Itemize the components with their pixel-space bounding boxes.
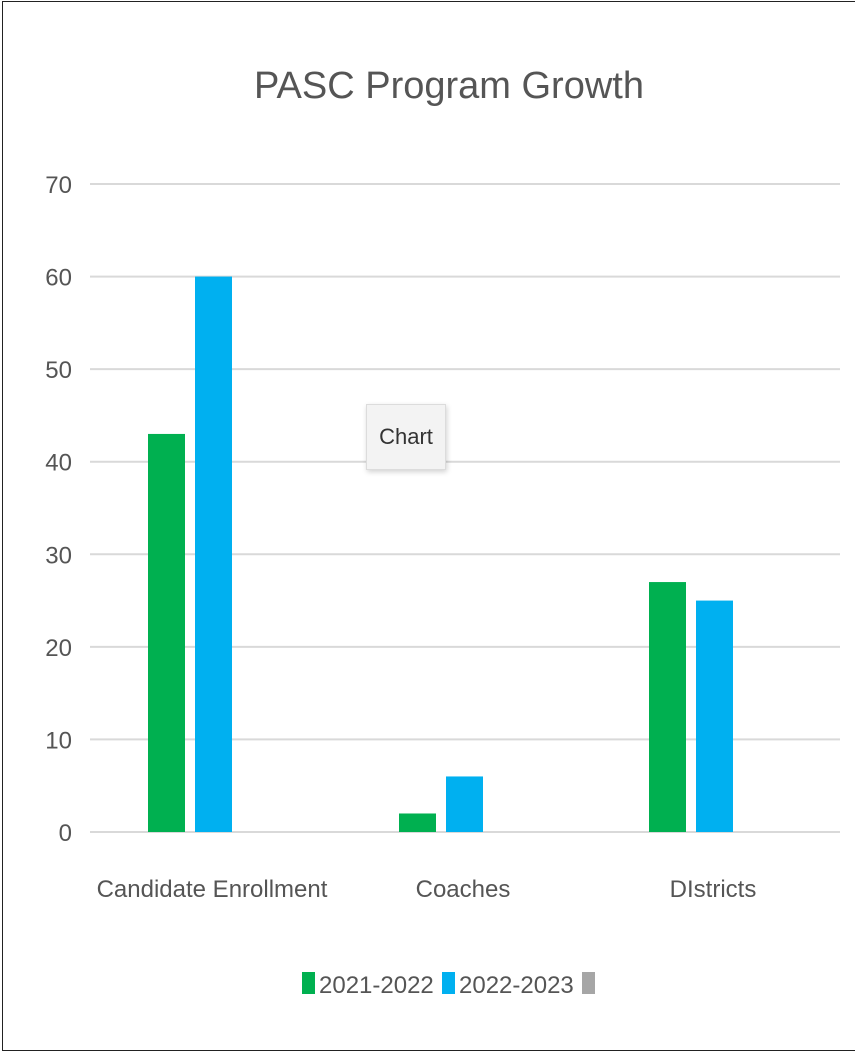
bar-coaches-2021-2022[interactable] [399,813,436,832]
legend: 2021-2022 2022-2023 [302,972,595,999]
chart-title: PASC Program Growth [254,65,644,107]
legend-label-2022-2023: 2022-2023 [459,972,574,999]
y-tick-label-60: 60 [45,265,72,292]
y-axis-tick-labels: 0 10 20 30 40 50 60 70 [45,172,72,847]
y-tick-label-0: 0 [59,820,72,847]
legend-swatch-2022-2023 [442,972,455,994]
bars [148,276,733,833]
x-axis-category-labels: Candidate Enrollment Coaches DIstricts [97,876,757,903]
y-tick-label-50: 50 [45,357,72,384]
y-tick-label-20: 20 [45,635,72,662]
x-category-label-2: DIstricts [670,876,757,903]
x-category-label-0: Candidate Enrollment [97,876,328,903]
bar-candidate-enrollment-2022-2023[interactable] [195,276,232,833]
bar-districts-2022-2023[interactable] [696,600,733,832]
y-tick-label-70: 70 [45,172,72,199]
legend-label-2021-2022: 2021-2022 [319,972,434,999]
y-tick-label-30: 30 [45,542,72,569]
y-tick-label-10: 10 [45,727,72,754]
bar-districts-2021-2022[interactable] [649,582,686,832]
chart-tooltip: Chart [366,404,446,470]
bar-candidate-enrollment-2021-2022[interactable] [148,433,185,832]
bar-coaches-2022-2023[interactable] [446,776,483,832]
legend-swatch-2021-2022 [302,972,315,994]
x-category-label-1: Coaches [416,876,511,903]
y-tick-label-40: 40 [45,450,72,477]
legend-swatch-unnamed [582,972,595,994]
